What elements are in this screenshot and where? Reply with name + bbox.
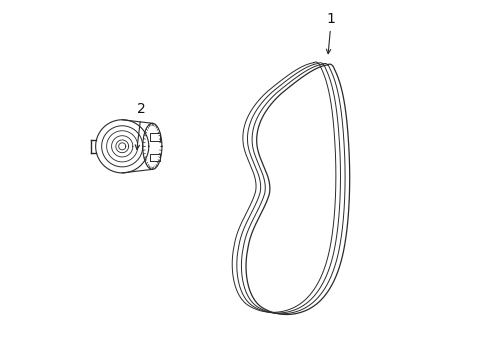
Text: 2: 2 bbox=[135, 102, 146, 149]
Text: 1: 1 bbox=[325, 12, 335, 54]
